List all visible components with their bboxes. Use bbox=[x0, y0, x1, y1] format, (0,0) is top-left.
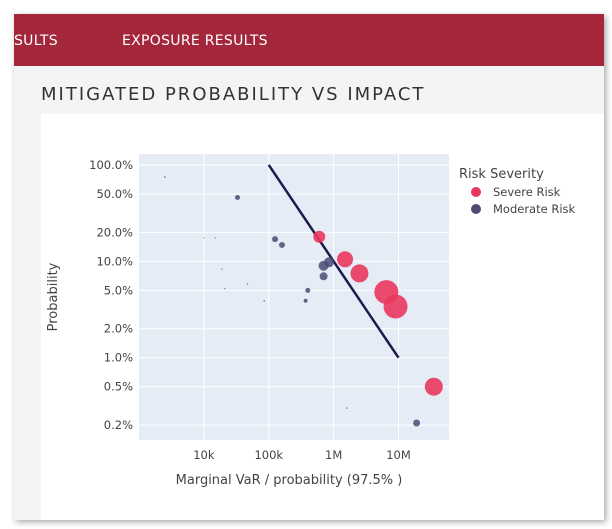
y-tick-label: 50.0% bbox=[96, 187, 133, 201]
legend-marker bbox=[471, 204, 481, 214]
y-tick-label: 5.0% bbox=[104, 283, 133, 297]
moderate-risk-point bbox=[164, 176, 166, 178]
scatter-chart: 10k 100k 1M 10M 100.0% 50.0% 20.0% 10.0% 5.0% 2.0… bbox=[46, 154, 576, 488]
legend-title: Risk Severity bbox=[459, 167, 544, 182]
moderate-risk-point bbox=[203, 237, 205, 239]
tab-exposure-results[interactable]: EXPOSURE RESULTS bbox=[122, 33, 268, 49]
y-tick-label: 100.0% bbox=[89, 158, 133, 172]
legend-entry: Moderate Risk bbox=[493, 202, 576, 216]
severe-risk-point bbox=[313, 230, 326, 243]
y-tick-label: 0.2% bbox=[104, 418, 133, 432]
severe-risk-point bbox=[424, 377, 443, 396]
x-tick-label: 10k bbox=[193, 448, 215, 462]
x-tick-label: 1M bbox=[325, 448, 342, 462]
moderate-risk-point bbox=[279, 241, 286, 248]
y-tick-label: 20.0% bbox=[96, 225, 133, 239]
section-title: MITIGATED PROBABILITY VS IMPACT bbox=[41, 84, 426, 105]
moderate-risk-point bbox=[235, 194, 241, 200]
severe-risk-point bbox=[337, 251, 354, 268]
y-axis-label: Probability bbox=[46, 262, 61, 331]
moderate-risk-point bbox=[214, 237, 216, 239]
y-tick-label: 10.0% bbox=[96, 254, 133, 268]
moderate-risk-point bbox=[324, 257, 335, 268]
moderate-risk-point bbox=[221, 268, 223, 270]
y-tick-label: 0.5% bbox=[104, 380, 133, 394]
moderate-risk-point bbox=[305, 287, 311, 293]
window-frame: SULTS EXPOSURE RESULTS MITIGATED PROBABI… bbox=[14, 14, 604, 520]
tab-results[interactable]: SULTS bbox=[14, 33, 58, 49]
moderate-risk-point bbox=[303, 298, 308, 303]
x-tick-label: 10M bbox=[386, 448, 411, 462]
x-axis-label: Marginal VaR / probability (97.5% ) bbox=[176, 473, 403, 488]
moderate-risk-point bbox=[346, 407, 348, 409]
severe-risk-point bbox=[383, 294, 408, 319]
moderate-risk-point bbox=[224, 288, 226, 290]
y-tick-label: 2.0% bbox=[104, 322, 133, 336]
x-tick-label: 100k bbox=[254, 448, 283, 462]
severe-risk-point bbox=[350, 264, 369, 283]
y-tick-label: 1.0% bbox=[104, 351, 133, 365]
chart-panel: 10k 100k 1M 10M 100.0% 50.0% 20.0% 10.0% 5.0% 2.0… bbox=[41, 114, 604, 520]
legend-entry: Severe Risk bbox=[493, 185, 561, 199]
moderate-risk-point bbox=[246, 283, 249, 285]
moderate-risk-point bbox=[319, 272, 328, 281]
moderate-risk-point bbox=[413, 419, 421, 427]
top-navigation-bar: SULTS EXPOSURE RESULTS bbox=[14, 14, 604, 66]
moderate-risk-point bbox=[263, 299, 265, 302]
legend-marker bbox=[471, 187, 481, 197]
moderate-risk-point bbox=[272, 236, 279, 243]
